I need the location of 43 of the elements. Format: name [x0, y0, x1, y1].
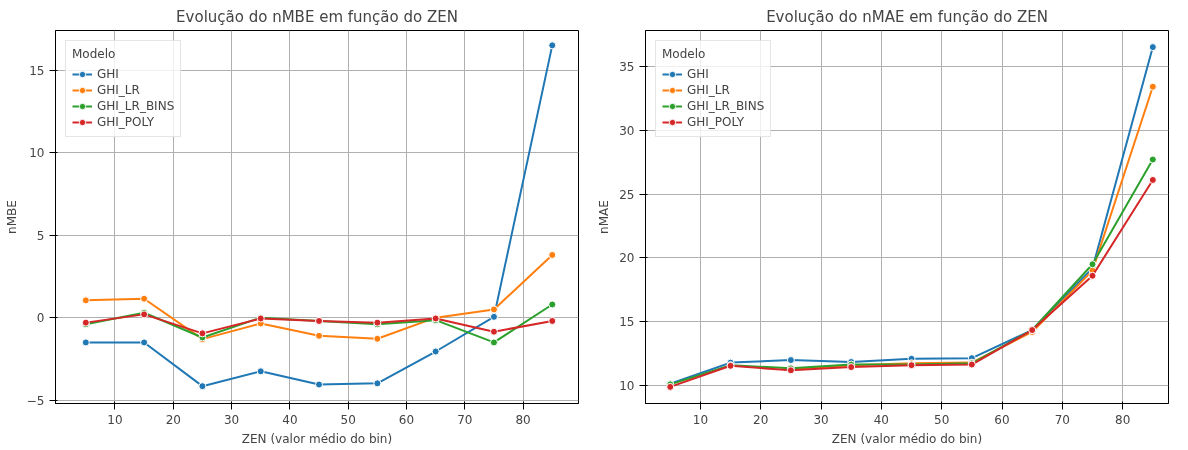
legend-label: GHI_LR	[687, 82, 730, 98]
y-tick-label: 10	[619, 379, 635, 394]
y-tick-label: 35	[619, 59, 635, 74]
x-tick-label: 10	[692, 412, 709, 427]
x-tick-label: 20	[165, 412, 181, 427]
legend-label: GHI_POLY	[97, 114, 154, 130]
x-tick-label: 70	[1054, 412, 1070, 427]
chart-title: Evolução do nMAE em função do ZEN	[766, 7, 1048, 26]
y-tick-label: 30	[619, 123, 635, 138]
legend-label: GHI_LR_BINS	[687, 98, 765, 114]
legend-label: GHI	[687, 66, 709, 82]
x-tick-label: 60	[994, 412, 1010, 427]
x-axis-title: ZEN (valor médio do bin)	[831, 431, 983, 446]
x-tick-label: 30	[813, 412, 829, 427]
legend-title: Modelo	[662, 47, 707, 61]
legend-title: Modelo	[72, 47, 117, 61]
y-tick-label: 0	[36, 311, 45, 326]
y-tick-label: 25	[619, 187, 635, 202]
x-tick-label: 30	[223, 412, 240, 427]
y-axis-title: nMAE	[597, 200, 612, 234]
x-tick-label: 20	[753, 412, 769, 427]
x-tick-label: 10	[107, 412, 123, 427]
y-tick-label: 10	[29, 146, 45, 161]
x-axis-title: ZEN (valor médio do bin)	[241, 431, 393, 446]
y-tick-label: −5	[26, 393, 45, 408]
x-tick-label: 40	[282, 412, 298, 427]
legend-label: GHI_POLY	[687, 114, 744, 130]
x-tick-label: 50	[934, 412, 950, 427]
legend-label: GHI_LR	[97, 82, 140, 98]
x-tick-label: 50	[340, 412, 356, 427]
legend-label: GHI_LR_BINS	[97, 98, 175, 114]
x-tick-label: 60	[398, 412, 415, 427]
y-axis-title: nMBE	[4, 200, 19, 234]
y-tick-label: 20	[619, 251, 635, 266]
y-tick-label: 15	[619, 315, 635, 330]
x-tick-label: 70	[457, 412, 473, 427]
chart-title: Evolução do nMBE em função do ZEN	[176, 7, 458, 26]
legend-label: GHI	[97, 66, 119, 82]
y-tick-label: 5	[36, 228, 45, 243]
y-tick-label: 15	[29, 63, 45, 78]
x-tick-label: 40	[873, 412, 890, 427]
x-tick-label: 80	[1115, 412, 1131, 427]
x-tick-label: 80	[515, 412, 531, 427]
